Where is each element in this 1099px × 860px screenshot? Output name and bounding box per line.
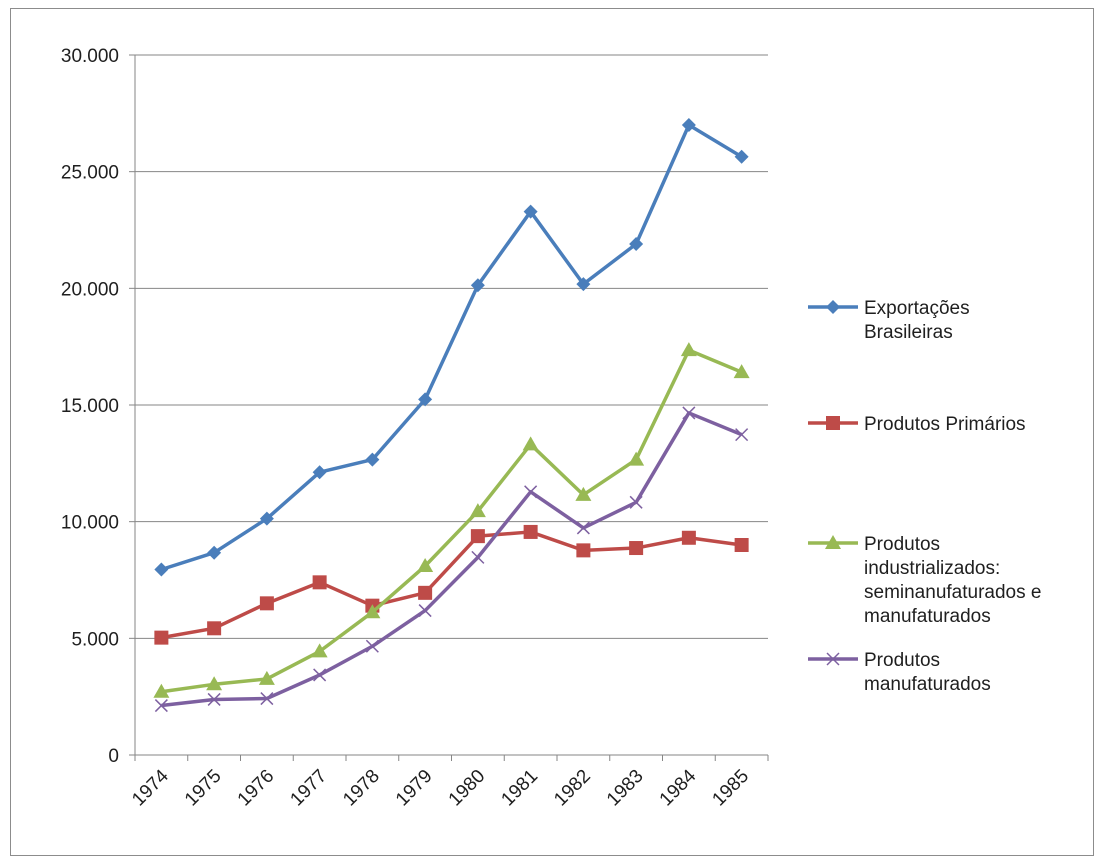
square-marker — [629, 541, 644, 556]
series-line — [161, 411, 743, 708]
chart-frame: 0 5.000 10.000 15.000 20.000 25.000 30.000 197… — [10, 8, 1094, 856]
square-marker — [312, 575, 327, 590]
legend-entry: Produtos manufaturados — [808, 650, 991, 695]
legend-label: Exportações — [864, 298, 970, 319]
x-tick-label: 1978 — [339, 766, 384, 811]
legend-label: manufaturados — [864, 674, 991, 695]
triangle-marker — [469, 503, 486, 518]
x-marker — [471, 550, 485, 564]
x-marker — [524, 485, 538, 499]
y-tick-label: 0 — [108, 746, 119, 767]
y-tick-label: 30.000 — [61, 46, 119, 67]
triangle-marker — [417, 558, 434, 572]
x-marker — [418, 604, 432, 618]
y-tick-label: 10.000 — [61, 513, 119, 534]
diamond-marker — [470, 278, 485, 293]
legend-entry: Produtos Primários — [808, 414, 1026, 435]
series-line — [160, 123, 743, 572]
diamond-marker — [365, 452, 380, 467]
x-marker — [682, 406, 696, 420]
y-tick-label: 25.000 — [61, 163, 119, 184]
legend-label: Produtos — [864, 534, 940, 555]
y-tick-label: 15.000 — [61, 396, 119, 417]
square-marker — [826, 416, 840, 430]
triangle-marker — [153, 683, 170, 698]
x-marker — [313, 668, 327, 682]
series-layer — [153, 118, 750, 713]
x-tick-label: 1977 — [286, 766, 331, 811]
legend: Exportações Brasileiras Produtos Primários… — [808, 298, 1041, 695]
triangle-marker — [364, 604, 381, 619]
y-tick-label: 20.000 — [61, 279, 119, 300]
triangle-marker — [575, 486, 592, 501]
x-tick-label: 1979 — [392, 766, 437, 811]
legend-entry: Exportações Brasileiras — [808, 298, 970, 343]
x-tick-label: 1980 — [445, 766, 490, 811]
x-marker — [826, 652, 840, 666]
square-marker — [523, 524, 538, 539]
line-chart: 0 5.000 10.000 15.000 20.000 25.000 30.000 197… — [61, 46, 1042, 811]
diamond-marker — [629, 237, 644, 251]
legend-entry: Produtos industrializados: seminanufaturad… — [808, 534, 1041, 627]
series-4 — [154, 406, 749, 713]
x-marker — [735, 428, 749, 442]
series-line — [161, 348, 743, 694]
x-tick-label: 1983 — [603, 766, 648, 811]
x-tick-label: 1975 — [181, 766, 226, 811]
y-axis: 0 5.000 10.000 15.000 20.000 25.000 30.000 — [61, 46, 136, 767]
square-marker — [576, 543, 591, 558]
x-marker — [629, 495, 643, 509]
x-tick-label: 1981 — [497, 766, 542, 811]
triangle-marker — [628, 451, 645, 466]
square-marker — [734, 538, 749, 552]
x-marker — [154, 699, 168, 713]
diamond-marker — [681, 118, 696, 132]
series-3 — [153, 342, 750, 698]
diamond-marker — [312, 465, 327, 480]
x-axis: 1974 1975 1976 1977 1978 1979 1980 1981 1982 1983… — [128, 754, 769, 811]
diamond-marker — [734, 149, 749, 164]
series-1 — [154, 118, 749, 577]
triangle-marker — [733, 364, 750, 379]
legend-label: seminanufaturados e — [864, 582, 1041, 603]
diamond-marker — [418, 392, 433, 407]
triangle-marker — [258, 670, 275, 685]
x-marker — [260, 692, 274, 706]
triangle-marker — [311, 643, 328, 658]
series-2 — [154, 524, 749, 645]
x-marker — [365, 639, 379, 653]
x-marker — [576, 521, 590, 535]
triangle-marker — [680, 342, 697, 357]
square-marker — [470, 529, 485, 544]
triangle-marker — [825, 535, 841, 549]
diamond-marker — [154, 562, 169, 577]
legend-label: Produtos Primários — [864, 414, 1026, 435]
gridlines — [135, 54, 768, 639]
triangle-marker — [206, 676, 223, 691]
square-marker — [681, 530, 696, 545]
diamond-marker — [523, 204, 538, 219]
x-tick-label: 1984 — [656, 765, 701, 810]
legend-label: Produtos — [864, 650, 940, 671]
square-marker — [154, 630, 169, 645]
diamond-marker — [826, 300, 840, 314]
square-marker — [259, 596, 274, 611]
legend-label: industrializados: — [864, 558, 1000, 579]
legend-label: manufaturados — [864, 606, 991, 627]
x-tick-label: 1982 — [550, 766, 595, 811]
x-tick-label: 1974 — [128, 765, 173, 810]
square-marker — [418, 585, 433, 600]
diamond-marker — [207, 545, 222, 560]
diamond-marker — [576, 277, 591, 292]
square-marker — [207, 621, 222, 636]
y-tick-label: 5.000 — [71, 629, 119, 650]
x-tick-label: 1985 — [708, 766, 753, 811]
diamond-marker — [259, 511, 274, 526]
legend-label: Brasileiras — [864, 322, 953, 343]
triangle-marker — [522, 436, 539, 451]
x-marker — [207, 692, 221, 706]
x-tick-label: 1976 — [234, 766, 279, 811]
series-line — [161, 530, 742, 640]
